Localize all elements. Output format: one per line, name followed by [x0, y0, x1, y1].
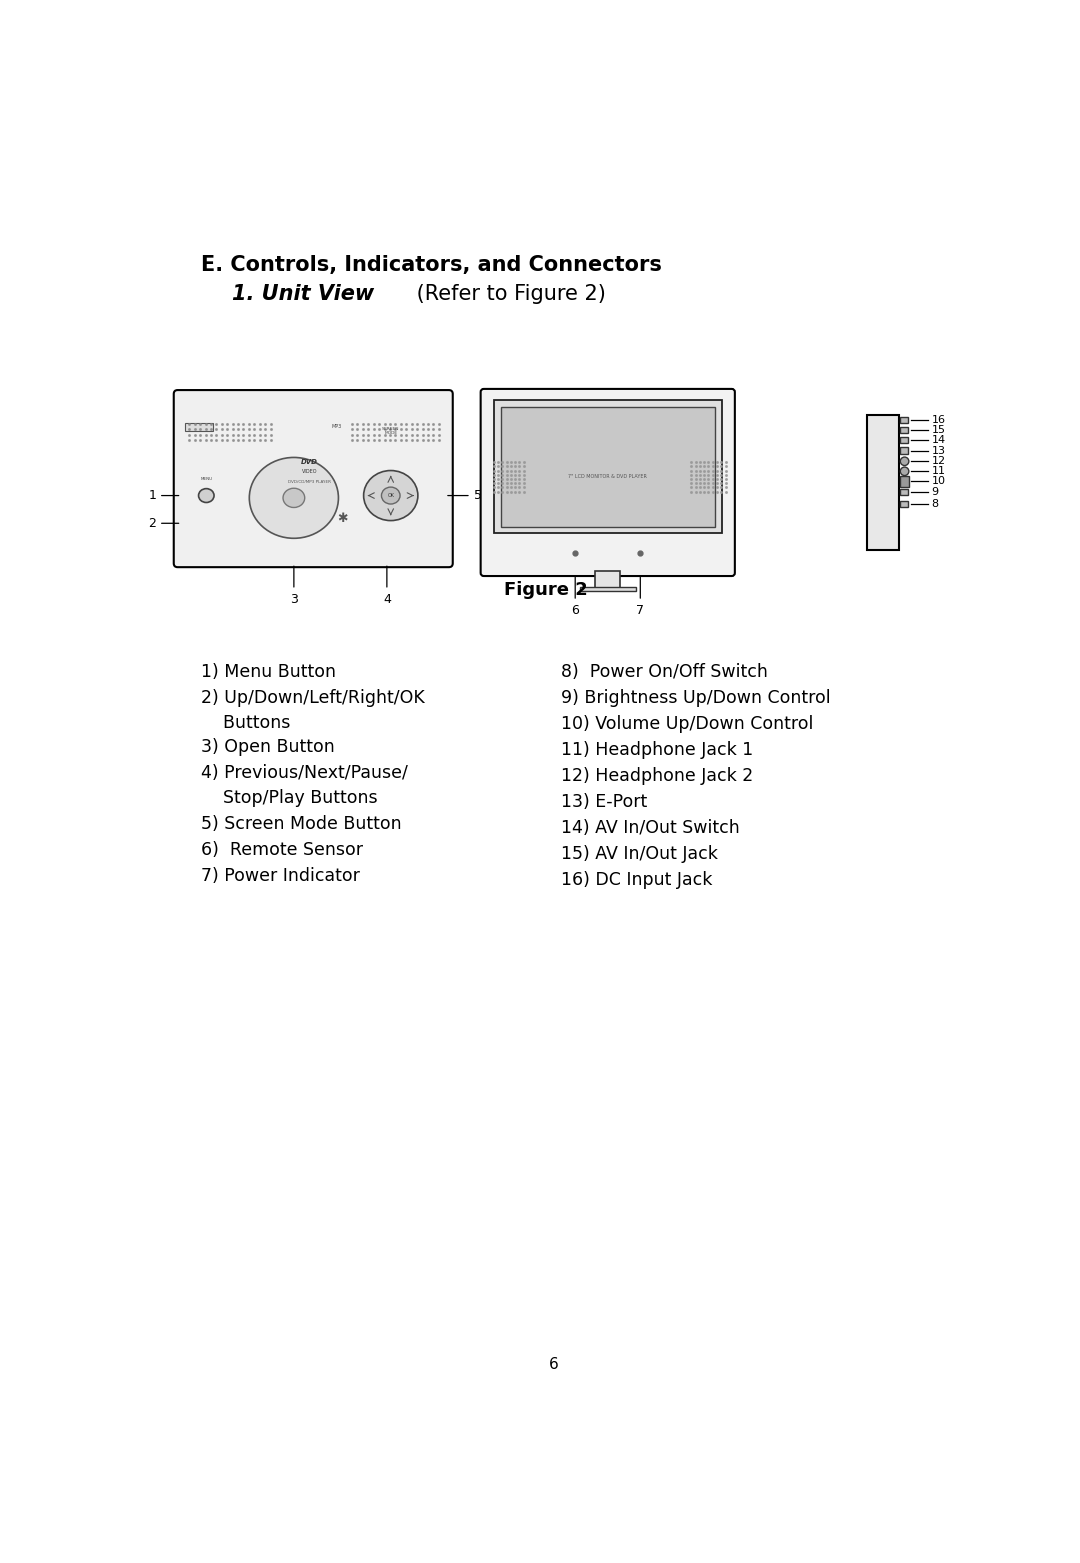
Text: 7" LCD MONITOR & DVD PLAYER: 7" LCD MONITOR & DVD PLAYER	[568, 474, 647, 478]
Bar	[501, 408, 715, 527]
Text: 16: 16	[932, 414, 946, 425]
Text: 8)  Power On/Off Switch: 8) Power On/Off Switch	[562, 663, 768, 681]
Bar	[900, 475, 909, 486]
FancyBboxPatch shape	[174, 391, 453, 567]
Ellipse shape	[249, 458, 338, 538]
Text: 9: 9	[932, 488, 939, 497]
Text: E. Controls, Indicators, and Connectors: E. Controls, Indicators, and Connectors	[201, 255, 662, 275]
FancyBboxPatch shape	[481, 389, 734, 577]
Bar	[900, 489, 908, 495]
Text: 2: 2	[148, 517, 178, 530]
Text: DVD/CD/MP3 PLAYER: DVD/CD/MP3 PLAYER	[288, 480, 330, 483]
Text: 11: 11	[932, 466, 946, 477]
Text: 5: 5	[448, 489, 482, 502]
Text: 4: 4	[383, 566, 391, 605]
Text: Buttons: Buttons	[201, 714, 291, 731]
Text: 4) Previous/Next/Pause/: 4) Previous/Next/Pause/	[201, 764, 408, 783]
Text: 12) Headphone Jack 2: 12) Headphone Jack 2	[562, 767, 754, 785]
Bar	[186, 424, 213, 431]
Circle shape	[901, 467, 909, 475]
Text: 1. Unit View: 1. Unit View	[232, 284, 374, 303]
Text: MP3: MP3	[332, 424, 341, 428]
Bar	[580, 586, 636, 591]
Text: VIDEO: VIDEO	[301, 469, 318, 474]
Text: MENU: MENU	[200, 477, 213, 480]
Ellipse shape	[364, 470, 418, 520]
Text: Figure 2: Figure 2	[504, 581, 588, 599]
Bar	[900, 500, 908, 506]
Text: 10: 10	[932, 477, 946, 486]
Bar	[900, 417, 908, 424]
Text: 5) Screen Mode Button: 5) Screen Mode Button	[201, 814, 402, 833]
Text: (Refer to Figure 2): (Refer to Figure 2)	[410, 284, 606, 303]
Text: 6: 6	[549, 1357, 558, 1372]
Text: 10) Volume Up/Down Control: 10) Volume Up/Down Control	[562, 716, 813, 733]
Text: SCREEN
MODE: SCREEN MODE	[382, 427, 400, 435]
Text: 9) Brightness Up/Down Control: 9) Brightness Up/Down Control	[562, 689, 831, 708]
Text: 14: 14	[932, 435, 946, 445]
Text: DVD: DVD	[301, 458, 318, 464]
Text: 16) DC Input Jack: 16) DC Input Jack	[562, 871, 713, 889]
Bar	[494, 400, 721, 533]
Text: 15) AV In/Out Jack: 15) AV In/Out Jack	[562, 846, 718, 863]
Text: ✱: ✱	[337, 513, 348, 525]
Text: 14) AV In/Out Switch: 14) AV In/Out Switch	[562, 819, 740, 838]
Circle shape	[901, 456, 909, 466]
Text: 13) E-Port: 13) E-Port	[562, 794, 648, 811]
Bar	[900, 447, 908, 453]
Text: 1) Menu Button: 1) Menu Button	[201, 663, 336, 681]
Text: OK: OK	[388, 492, 394, 499]
Ellipse shape	[381, 488, 400, 503]
Text: 13: 13	[932, 445, 946, 455]
Text: 6: 6	[571, 577, 579, 617]
Text: 7) Power Indicator: 7) Power Indicator	[201, 867, 360, 885]
Text: 3) Open Button: 3) Open Button	[201, 738, 335, 756]
Text: 6)  Remote Sensor: 6) Remote Sensor	[201, 841, 363, 860]
Text: 3: 3	[289, 566, 298, 605]
Bar	[900, 427, 908, 433]
Text: 12: 12	[932, 456, 946, 466]
Text: 11) Headphone Jack 1: 11) Headphone Jack 1	[562, 741, 754, 760]
Text: 8: 8	[932, 499, 939, 508]
Ellipse shape	[199, 489, 214, 502]
Text: 15: 15	[932, 425, 946, 435]
Bar	[595, 572, 620, 588]
Text: Stop/Play Buttons: Stop/Play Buttons	[201, 789, 378, 807]
Ellipse shape	[283, 488, 305, 508]
Text: 1: 1	[148, 489, 178, 502]
Bar	[900, 436, 908, 442]
Text: 2) Up/Down/Left/Right/OK: 2) Up/Down/Left/Right/OK	[201, 689, 424, 708]
Bar	[866, 416, 900, 550]
Text: 7: 7	[636, 577, 645, 617]
